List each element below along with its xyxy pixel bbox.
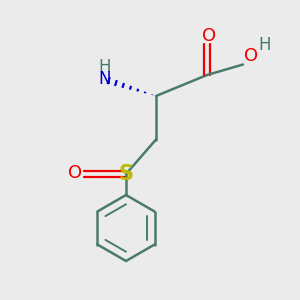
Text: N: N xyxy=(99,70,111,88)
Text: O: O xyxy=(202,27,217,45)
Text: H: H xyxy=(258,36,271,54)
Text: O: O xyxy=(244,47,259,65)
Text: H: H xyxy=(99,58,111,76)
Text: O: O xyxy=(68,164,82,181)
Text: S: S xyxy=(118,164,134,184)
